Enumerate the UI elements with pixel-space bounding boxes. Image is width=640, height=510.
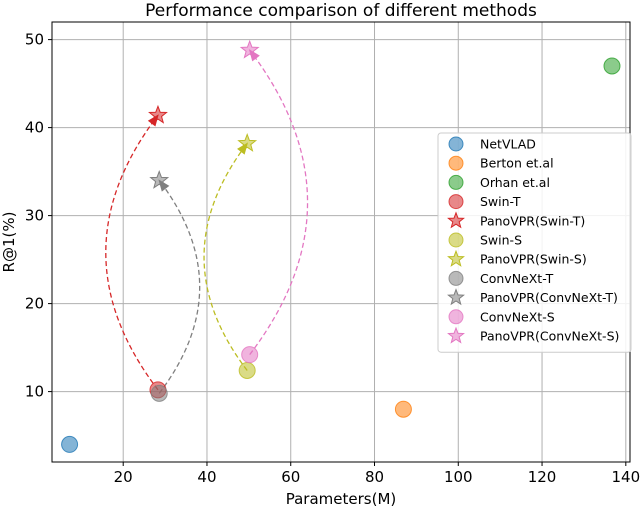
point-convnext-s [242, 347, 258, 363]
chart-title: Performance comparison of different meth… [145, 1, 537, 21]
legend-label-panovpr-swin-s: PanoVPR(Swin-S) [480, 252, 587, 267]
chart: Performance comparison of different meth… [0, 0, 640, 510]
arrow-panovpr-convnext-t [159, 180, 199, 393]
x-axis-title: Parameters(M) [286, 490, 397, 508]
legend-marker-swin-t [449, 195, 463, 209]
point-orhan-et-al [604, 58, 620, 74]
x-tick-label: 80 [365, 468, 384, 486]
legend-marker-orhan-et-al [449, 175, 463, 189]
point-netvlad [62, 436, 78, 452]
legend-label-berton-et-al: Berton et.al [480, 156, 554, 171]
legend-label-panovpr-swin-t: PanoVPR(Swin-T) [480, 213, 585, 228]
legend: NetVLAD Berton et.al Orhan et.al Swin-T Pano… [438, 133, 631, 352]
legend-marker-convnext-s [449, 310, 463, 324]
x-tick-label: 20 [114, 468, 133, 486]
arrow-panovpr-convnext-s [250, 50, 308, 354]
x-tick-label: 140 [611, 468, 640, 486]
legend-label-convnext-t: ConvNeXt-T [480, 271, 554, 286]
y-tick-label: 10 [25, 383, 44, 401]
legend-label-orhan-et-al: Orhan et.al [480, 175, 550, 190]
legend-label-swin-s: Swin-S [480, 233, 522, 248]
legend-marker-netvlad [449, 137, 463, 151]
point-convnext-t [151, 385, 167, 401]
x-tick-label: 60 [281, 468, 300, 486]
y-tick-label: 30 [25, 207, 44, 225]
legend-marker-swin-s [449, 233, 463, 247]
y-tick-label: 50 [25, 31, 44, 49]
legend-marker-convnext-t [449, 271, 463, 285]
x-tick-label: 100 [444, 468, 473, 486]
legend-marker-berton-et-al [449, 156, 463, 170]
x-tick-label: 40 [197, 468, 216, 486]
legend-label-convnext-s: ConvNeXt-S [480, 309, 555, 324]
legend-label-panovpr-convnext-s: PanoVPR(ConvNeXt-S) [480, 329, 619, 344]
point-berton-et-al [395, 401, 411, 417]
y-tick-label: 40 [25, 119, 44, 137]
x-tick-label: 120 [528, 468, 557, 486]
arrow-panovpr-swin-t [106, 115, 158, 390]
y-tick-label: 20 [25, 295, 44, 313]
arrow-panovpr-swin-s [204, 143, 247, 370]
y-axis-title: R@1(%) [0, 212, 18, 273]
legend-label-swin-t: Swin-T [480, 194, 521, 209]
legend-label-netvlad: NetVLAD [480, 137, 536, 152]
point-swin-s [239, 362, 255, 378]
legend-label-panovpr-convnext-t: PanoVPR(ConvNeXt-T) [480, 290, 618, 305]
